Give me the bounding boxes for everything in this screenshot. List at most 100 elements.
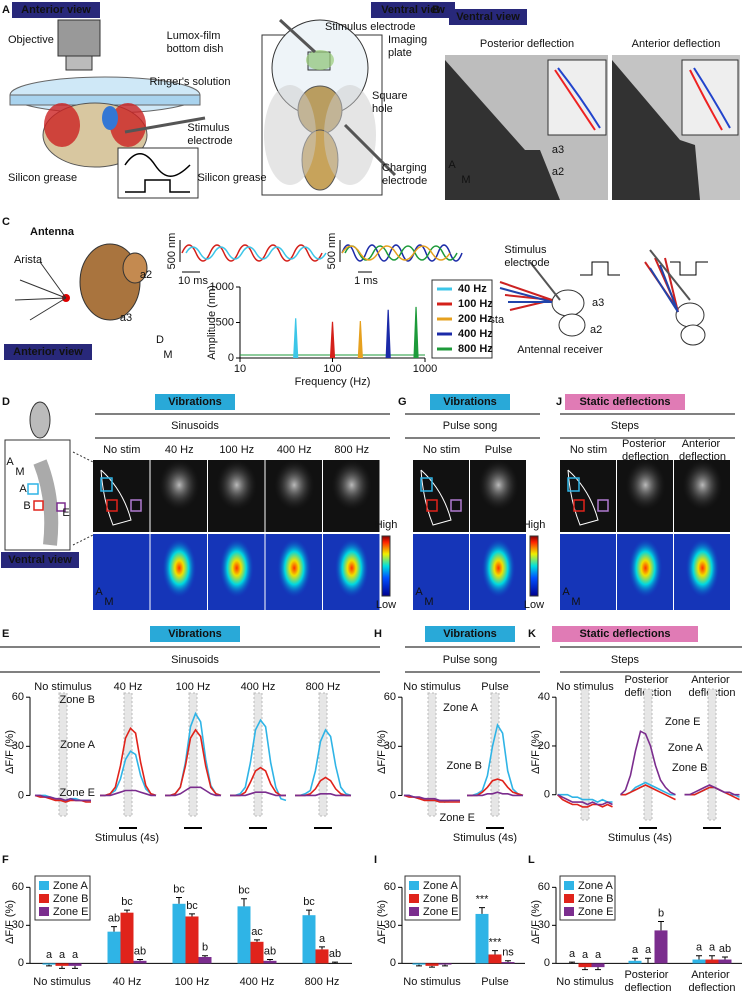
y-tick-label: 30 — [384, 919, 396, 931]
y-tick-label: 30 — [538, 919, 550, 931]
fluorescence — [331, 460, 372, 510]
micrographs-b — [445, 55, 740, 200]
label: Stimulus electrode — [187, 122, 232, 147]
trace — [684, 784, 740, 796]
bar — [302, 915, 316, 964]
error-bar — [72, 965, 78, 969]
legend-swatch — [39, 894, 49, 903]
bar — [250, 941, 264, 964]
panel-letter: I — [374, 854, 377, 866]
y-tick-label: 60 — [538, 881, 550, 893]
stimulus-window — [490, 692, 500, 817]
axis-title: ΔF/F (%) — [376, 900, 388, 944]
zone-b — [106, 499, 118, 512]
label: M — [104, 596, 113, 608]
label: A — [562, 586, 570, 598]
label: A — [19, 483, 27, 495]
trace — [404, 794, 460, 802]
illustration-anterior — [9, 19, 206, 199]
y-tick-label: 0 — [544, 957, 550, 969]
trace-label: Zone B — [60, 694, 95, 706]
panel-letter: C — [2, 216, 10, 228]
label: Stimulus electrode — [504, 244, 549, 269]
significance-label: bc — [121, 896, 133, 908]
y-tick-label: 0 — [390, 957, 396, 969]
legend-swatch — [564, 907, 574, 916]
column-label: 400 Hz — [277, 444, 312, 456]
zone-e — [597, 499, 609, 512]
legend-swatch — [564, 881, 574, 890]
significance-label: ab — [264, 945, 276, 957]
trace-label: Zone A — [668, 742, 704, 754]
significance-label: a — [569, 948, 576, 960]
heatmap-hotspot — [481, 538, 516, 598]
error-bar — [492, 950, 498, 955]
significance-label: ab — [134, 945, 146, 957]
label: Steps — [611, 420, 640, 432]
label: a2 — [140, 269, 152, 281]
panel-letter: D — [2, 396, 10, 408]
stimulus-label: Stimulus (4s) — [453, 832, 517, 844]
bar — [107, 931, 121, 964]
heatmap — [413, 534, 469, 610]
legend-label: Zone B — [423, 893, 458, 905]
header-box — [4, 344, 92, 360]
panel-letter: G — [398, 396, 407, 408]
x-tick-label: No stimulus — [33, 976, 91, 988]
heatmap-hotspot — [162, 538, 197, 598]
x-tick-label: 100 — [323, 363, 341, 375]
bar — [315, 949, 329, 964]
colorbar — [529, 535, 539, 597]
bar — [68, 963, 82, 966]
y-tick-label: 0 — [18, 789, 24, 801]
header-box — [449, 9, 527, 25]
significance-label: ac — [251, 926, 263, 938]
header-box — [150, 626, 240, 642]
header: Anterior view — [21, 4, 91, 16]
significance-label: ab — [719, 943, 731, 955]
outline — [100, 469, 132, 526]
trace-label: Zone A — [60, 739, 96, 751]
bar — [425, 963, 439, 966]
trace-label: Zone E — [665, 716, 700, 728]
legend-swatch — [39, 881, 49, 890]
y-tick-label: 1000 — [210, 281, 234, 293]
label: Steps — [611, 654, 640, 666]
bar — [120, 912, 134, 964]
error-bar — [241, 898, 247, 907]
stimulus-window — [643, 688, 653, 821]
significance-label: a — [319, 933, 326, 945]
bar — [578, 963, 592, 968]
x-tick-label: Anterior deflection — [688, 969, 735, 991]
error-bar — [505, 960, 511, 963]
label: M — [163, 349, 172, 361]
header-box — [371, 2, 455, 18]
header: Vibrations — [168, 396, 222, 408]
legend-label: 40 Hz — [458, 283, 487, 295]
illustration-ventral — [261, 18, 397, 196]
bar — [488, 954, 502, 964]
label: A — [448, 159, 456, 171]
error-bar — [479, 907, 485, 914]
header-box — [552, 626, 698, 642]
header: Static deflections — [579, 396, 670, 408]
label: A — [415, 586, 423, 598]
error-bar — [267, 959, 273, 961]
panel-letter: F — [2, 854, 9, 866]
error-bar — [696, 955, 702, 960]
error-bar — [595, 967, 601, 971]
label: M — [15, 466, 24, 478]
legend-swatch — [39, 907, 49, 916]
label: a3 — [120, 312, 132, 324]
stimulus-label: Stimulus (4s) — [608, 832, 672, 844]
error-bar — [569, 961, 575, 964]
legend-label: 200 Hz — [458, 313, 493, 325]
error-bar — [645, 957, 651, 964]
error-bar — [202, 955, 208, 957]
trace — [165, 786, 221, 797]
stimulus-window — [318, 692, 328, 817]
significance-label: a — [696, 942, 703, 954]
panel-label: No stimulus — [556, 681, 614, 693]
column-label: Posterior deflection — [622, 438, 669, 463]
panel-letter: J — [556, 396, 562, 408]
